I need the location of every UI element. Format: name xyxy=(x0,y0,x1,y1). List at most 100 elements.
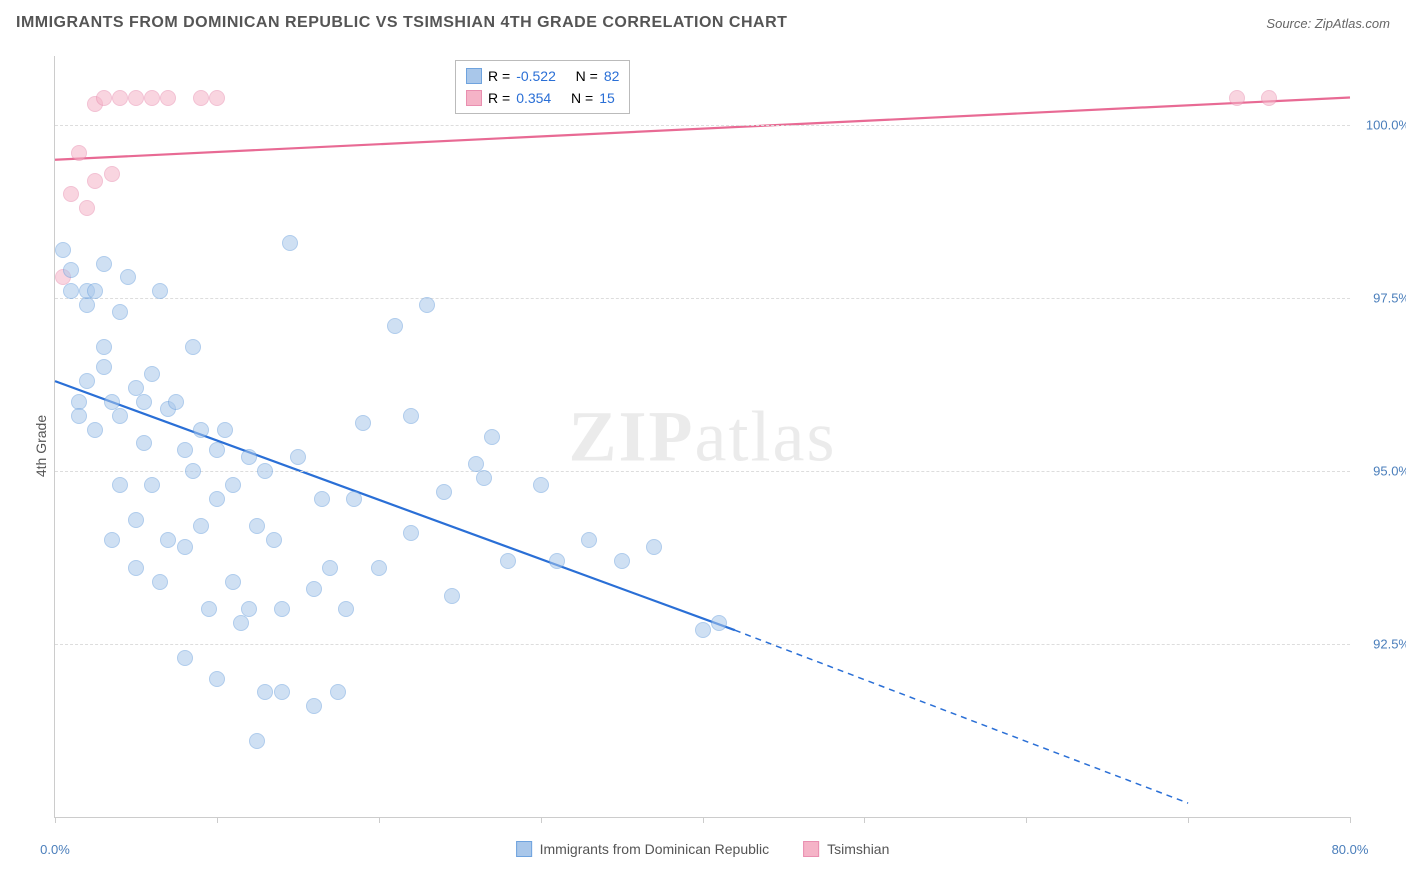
data-point-a xyxy=(168,394,184,410)
data-point-a xyxy=(403,408,419,424)
x-tick xyxy=(379,817,380,823)
x-tick xyxy=(703,817,704,823)
legend-label-a: Immigrants from Dominican Republic xyxy=(540,841,770,857)
data-point-a xyxy=(484,429,500,445)
data-point-a xyxy=(112,304,128,320)
data-point-a xyxy=(225,477,241,493)
data-point-a xyxy=(387,318,403,334)
data-point-a xyxy=(120,269,136,285)
stats-legend: R = -0.522 N = 82 R = 0.354 N = 15 xyxy=(455,60,630,114)
data-point-a xyxy=(63,283,79,299)
data-point-a xyxy=(306,581,322,597)
data-point-a xyxy=(209,671,225,687)
data-point-a xyxy=(241,449,257,465)
data-point-a xyxy=(144,366,160,382)
data-point-a xyxy=(257,463,273,479)
data-point-a xyxy=(322,560,338,576)
data-point-a xyxy=(436,484,452,500)
data-point-a xyxy=(185,339,201,355)
data-point-a xyxy=(177,442,193,458)
data-point-a xyxy=(144,477,160,493)
data-point-a xyxy=(209,442,225,458)
data-point-b xyxy=(1261,90,1277,106)
data-point-a xyxy=(274,684,290,700)
data-point-a xyxy=(500,553,516,569)
data-point-a xyxy=(201,601,217,617)
data-point-a xyxy=(282,235,298,251)
data-point-b xyxy=(104,166,120,182)
data-point-a xyxy=(266,532,282,548)
data-point-a xyxy=(419,297,435,313)
x-tick-label: 80.0% xyxy=(1332,842,1369,857)
data-point-a xyxy=(355,415,371,431)
data-point-a xyxy=(87,422,103,438)
data-point-b xyxy=(96,90,112,106)
data-point-a xyxy=(112,408,128,424)
swatch-series-a-icon xyxy=(516,841,532,857)
swatch-series-a xyxy=(466,68,482,84)
data-point-a xyxy=(79,297,95,313)
data-point-a xyxy=(193,422,209,438)
data-point-b xyxy=(209,90,225,106)
data-point-a xyxy=(371,560,387,576)
data-point-a xyxy=(104,532,120,548)
data-point-a xyxy=(338,601,354,617)
data-point-a xyxy=(63,262,79,278)
stats-row-b: R = 0.354 N = 15 xyxy=(466,87,619,109)
legend-label-b: Tsimshian xyxy=(827,841,889,857)
swatch-series-b-icon xyxy=(803,841,819,857)
data-point-b xyxy=(193,90,209,106)
data-point-a xyxy=(225,574,241,590)
y-tick-label: 100.0% xyxy=(1366,118,1406,133)
x-tick xyxy=(55,817,56,823)
x-tick xyxy=(864,817,865,823)
data-point-a xyxy=(96,339,112,355)
data-point-a xyxy=(136,394,152,410)
gridline xyxy=(55,471,1350,472)
data-point-a xyxy=(96,256,112,272)
data-point-b xyxy=(79,200,95,216)
data-point-a xyxy=(476,470,492,486)
x-tick xyxy=(1350,817,1351,823)
data-point-a xyxy=(185,463,201,479)
data-point-a xyxy=(136,435,152,451)
data-point-a xyxy=(444,588,460,604)
data-point-a xyxy=(128,560,144,576)
data-point-a xyxy=(177,539,193,555)
data-point-a xyxy=(193,518,209,534)
data-point-a xyxy=(71,408,87,424)
gridline xyxy=(55,298,1350,299)
data-point-a xyxy=(112,477,128,493)
x-tick xyxy=(217,817,218,823)
data-point-a xyxy=(549,553,565,569)
gridline xyxy=(55,644,1350,645)
data-point-a xyxy=(581,532,597,548)
y-tick-label: 95.0% xyxy=(1373,464,1406,479)
swatch-series-b xyxy=(466,90,482,106)
y-axis-label: 4th Grade xyxy=(33,415,49,477)
data-point-a xyxy=(533,477,549,493)
data-point-a xyxy=(314,491,330,507)
trend-lines-layer xyxy=(55,56,1350,817)
data-point-a xyxy=(695,622,711,638)
data-point-a xyxy=(290,449,306,465)
data-point-a xyxy=(249,518,265,534)
data-point-a xyxy=(152,283,168,299)
data-point-a xyxy=(96,359,112,375)
data-point-b xyxy=(160,90,176,106)
data-point-a xyxy=(87,283,103,299)
data-point-a xyxy=(249,733,265,749)
data-point-a xyxy=(346,491,362,507)
data-point-a xyxy=(152,574,168,590)
x-tick xyxy=(1026,817,1027,823)
trend-line xyxy=(55,98,1350,160)
data-point-a xyxy=(55,242,71,258)
x-tick xyxy=(1188,817,1189,823)
data-point-b xyxy=(144,90,160,106)
legend-item-b: Tsimshian xyxy=(803,841,889,857)
x-tick-label: 0.0% xyxy=(40,842,70,857)
data-point-a xyxy=(711,615,727,631)
data-point-a xyxy=(241,601,257,617)
y-tick-label: 97.5% xyxy=(1373,291,1406,306)
data-point-a xyxy=(233,615,249,631)
